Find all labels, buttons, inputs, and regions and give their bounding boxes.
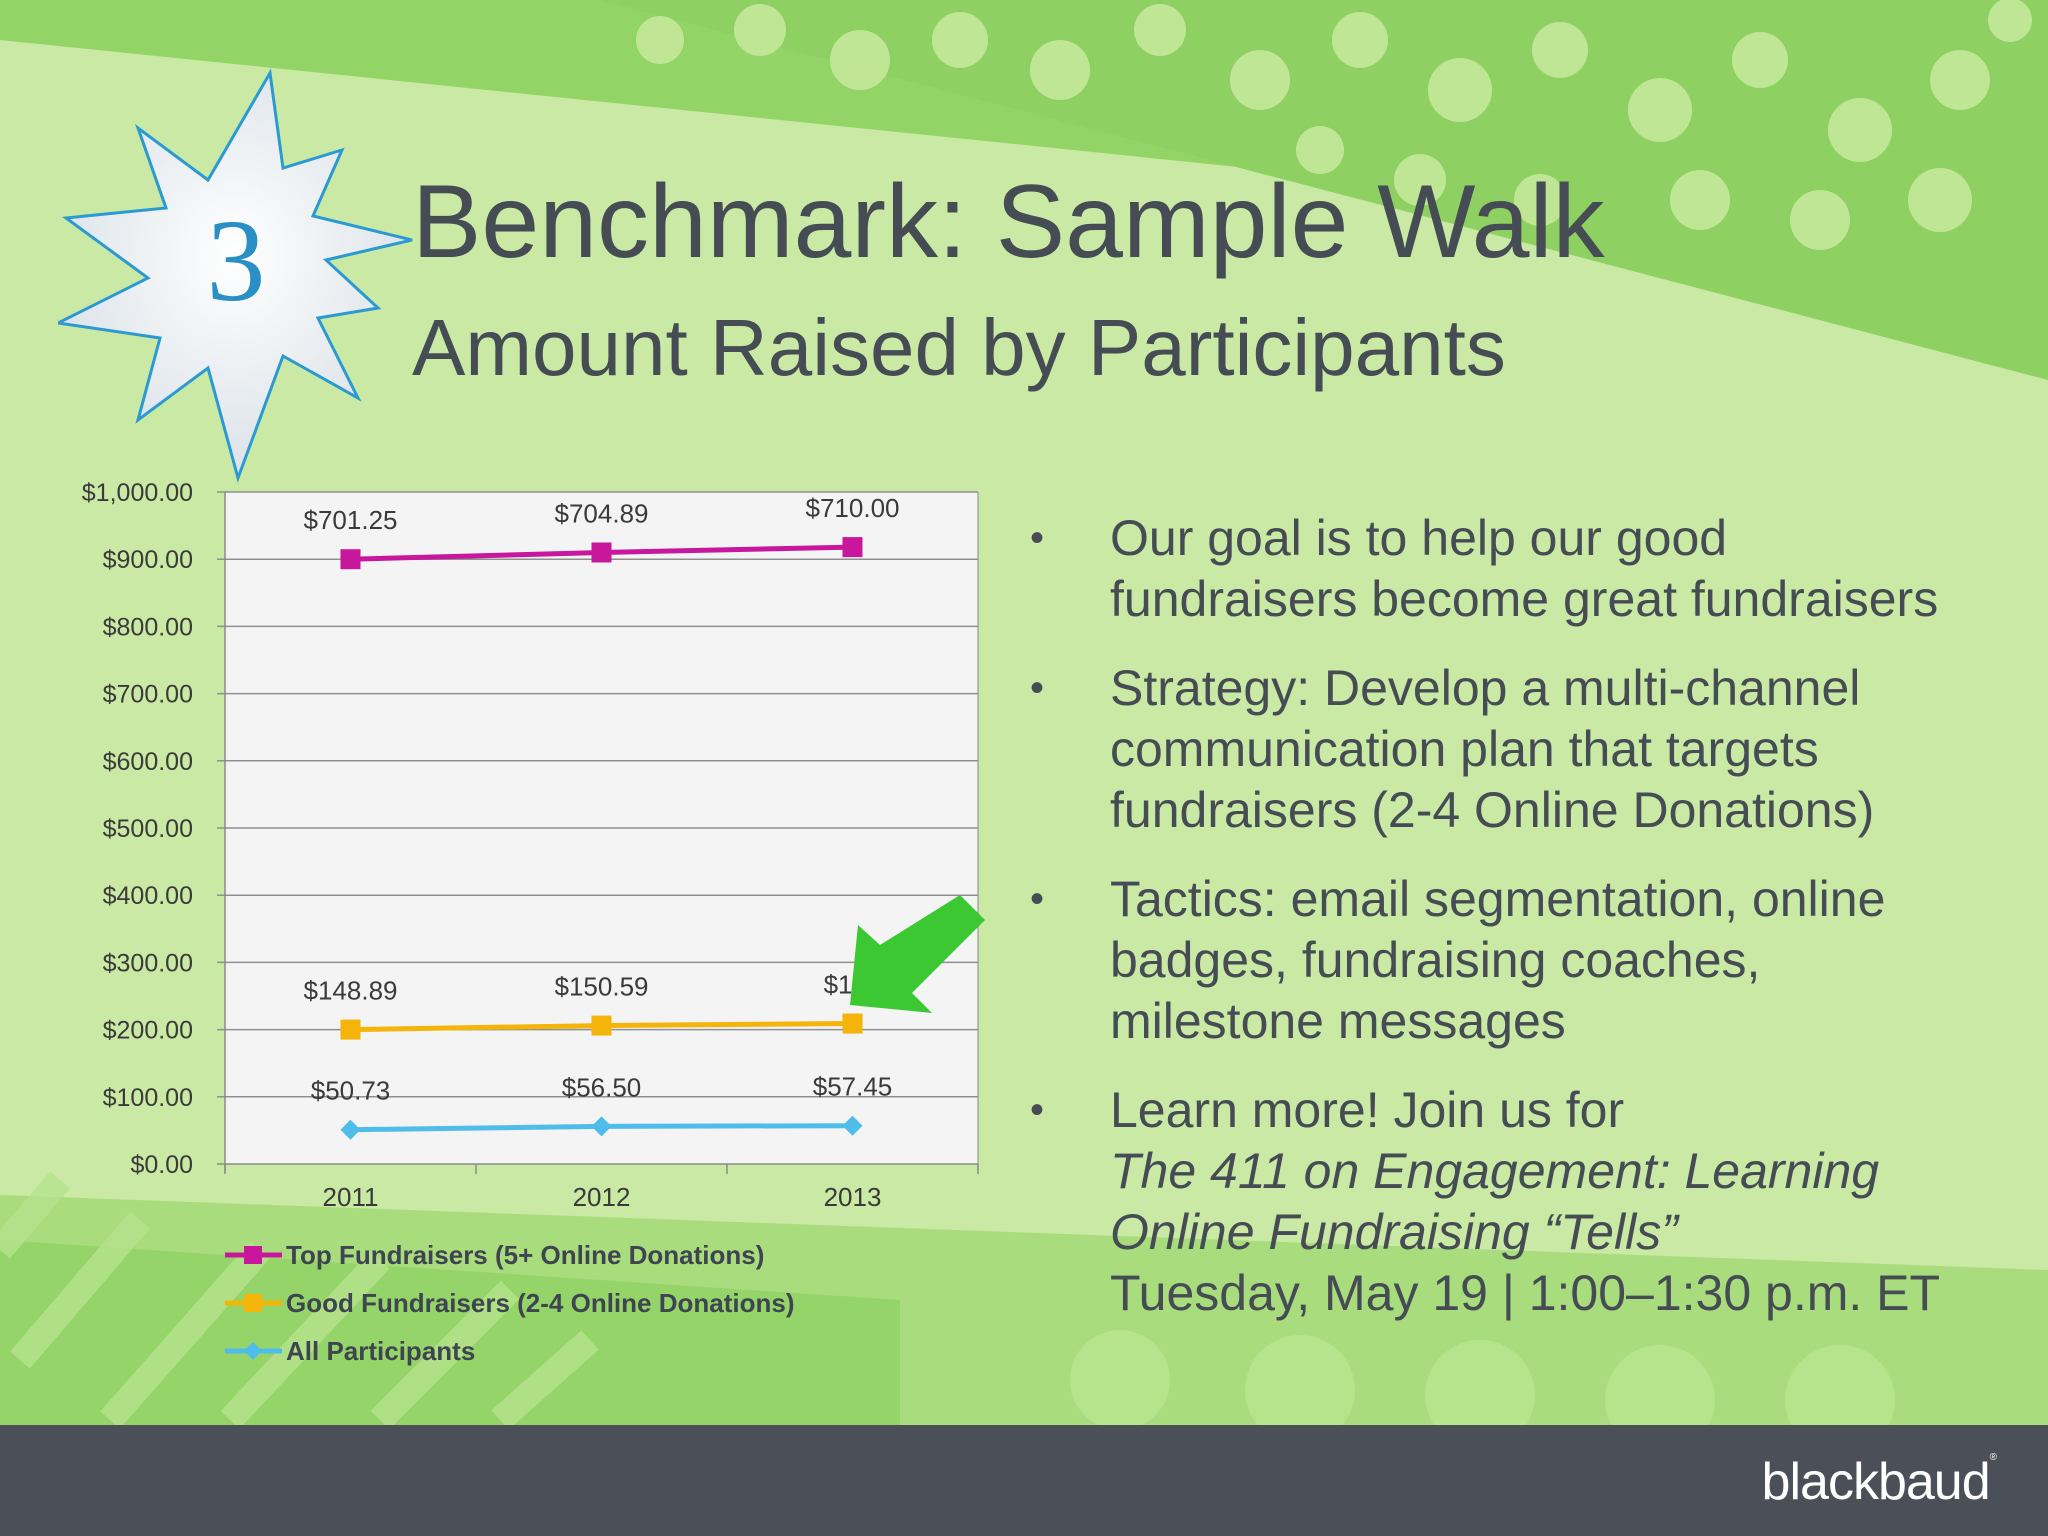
legend-label: All Participants (286, 1336, 475, 1366)
y-tick-label: $700.00 (103, 681, 193, 709)
data-point (591, 1015, 612, 1036)
bullet-marker: • (1030, 516, 1045, 560)
bullet-text: milestone messages (1110, 993, 1566, 1049)
data-point (340, 1119, 361, 1140)
brand-name: blackbaud (1761, 1453, 1991, 1511)
green-arrow-icon (850, 895, 985, 1013)
x-tick-label: 2013 (824, 1182, 882, 1212)
bullet-text: communication plan that targets (1110, 721, 1819, 777)
starburst-badge: 3 (58, 68, 413, 483)
slide-title: Benchmark: Sample Walk (412, 164, 1605, 280)
x-tick-label: 2012 (573, 1182, 631, 1212)
bullet-text: fundraisers (2-4 Online Donations) (1110, 782, 1875, 838)
bullet-strategy: • Strategy: Develop a multi-channel comm… (1030, 658, 2030, 841)
y-axis-ticks: $0.00 $100.00 $200.00 $300.00 $400.00 $500.00… (82, 479, 193, 1179)
y-tick-label: $500.00 (103, 815, 193, 843)
data-point (340, 549, 361, 570)
webinar-date: Tuesday, May 19 | 1:00–1:30 p.m. ET (1110, 1265, 1941, 1321)
data-label: $150.59 (555, 972, 649, 1002)
legend-swatch-marker (244, 1342, 262, 1360)
y-tick-label: $1,000.00 (82, 479, 193, 507)
starburst-shape (58, 68, 413, 483)
y-tick-label: $100.00 (103, 1084, 193, 1112)
bullet-goal: • Our goal is to help our good fundraise… (1030, 508, 2030, 630)
y-tick-label: $300.00 (103, 949, 193, 977)
y-tick-label: $0.00 (130, 1151, 193, 1179)
line-chart: $0.00 $100.00 $200.00 $300.00 $400.00 $500.00… (82, 479, 979, 1366)
bullet-tactics: • Tactics: email segmentation, online ba… (1030, 869, 2030, 1052)
y-tick-label: $800.00 (103, 613, 193, 641)
data-point (591, 1116, 612, 1137)
bullet-text: Our goal is to help our good (1110, 510, 1728, 566)
bullet-text: fundraisers become great fundraisers (1110, 571, 1939, 627)
data-point (842, 1013, 863, 1034)
webinar-title: The 411 on Engagement: Learning (1110, 1143, 1880, 1199)
legend-swatch-marker (244, 1294, 262, 1312)
data-point (842, 537, 863, 558)
badge-number: 3 (207, 195, 266, 326)
bullet-text: badges, fundraising coaches, (1110, 932, 1761, 988)
bullet-text: Learn more! Join us for (1110, 1082, 1625, 1138)
data-label: $701.25 (304, 505, 398, 535)
data-label: $56.50 (562, 1072, 642, 1102)
data-label: $710.00 (806, 493, 900, 523)
bullet-text: Strategy: Develop a multi-channel (1110, 660, 1861, 716)
webinar-title: Online Fundraising “Tells” (1110, 1204, 1678, 1260)
data-point (340, 1019, 361, 1040)
series-group: $701.25$704.89$710.00$148.89$150.59$151$… (304, 493, 900, 1140)
data-label: $50.73 (311, 1076, 391, 1106)
bullet-marker: • (1030, 666, 1045, 710)
bullet-list: • Our goal is to help our good fundraise… (1030, 508, 2030, 1352)
bullet-marker: • (1030, 1088, 1045, 1132)
data-point (842, 1115, 863, 1136)
legend-label: Good Fundraisers (2-4 Online Donations) (286, 1288, 795, 1318)
y-tick-label: $600.00 (103, 748, 193, 776)
legend: Top Fundraisers (5+ Online Donations) Goo… (225, 1240, 795, 1366)
y-tick-label: $900.00 (103, 546, 193, 574)
blackbaud-logo: blackbaud® (1761, 1452, 1998, 1512)
bullet-text: Tactics: email segmentation, online (1110, 871, 1886, 927)
x-axis-ticks: 2011 2012 2013 (224, 1164, 979, 1212)
y-tick-label: $200.00 (103, 1017, 193, 1045)
registered-mark: ® (1989, 1452, 1997, 1463)
bullet-marker: • (1030, 877, 1045, 921)
bullet-learn-more: • Learn more! Join us for The 411 on Eng… (1030, 1080, 2030, 1324)
slide-subtitle: Amount Raised by Participants (412, 303, 1506, 392)
data-label: $704.89 (555, 498, 649, 528)
data-point (591, 542, 612, 563)
legend-swatch-marker (244, 1246, 262, 1264)
y-tick-label: $400.00 (103, 882, 193, 910)
footer-bar (0, 1425, 2048, 1536)
legend-label: Top Fundraisers (5+ Online Donations) (286, 1240, 764, 1270)
x-tick-label: 2011 (323, 1182, 379, 1212)
data-label: $57.45 (813, 1072, 893, 1102)
data-label: $148.89 (304, 976, 398, 1006)
